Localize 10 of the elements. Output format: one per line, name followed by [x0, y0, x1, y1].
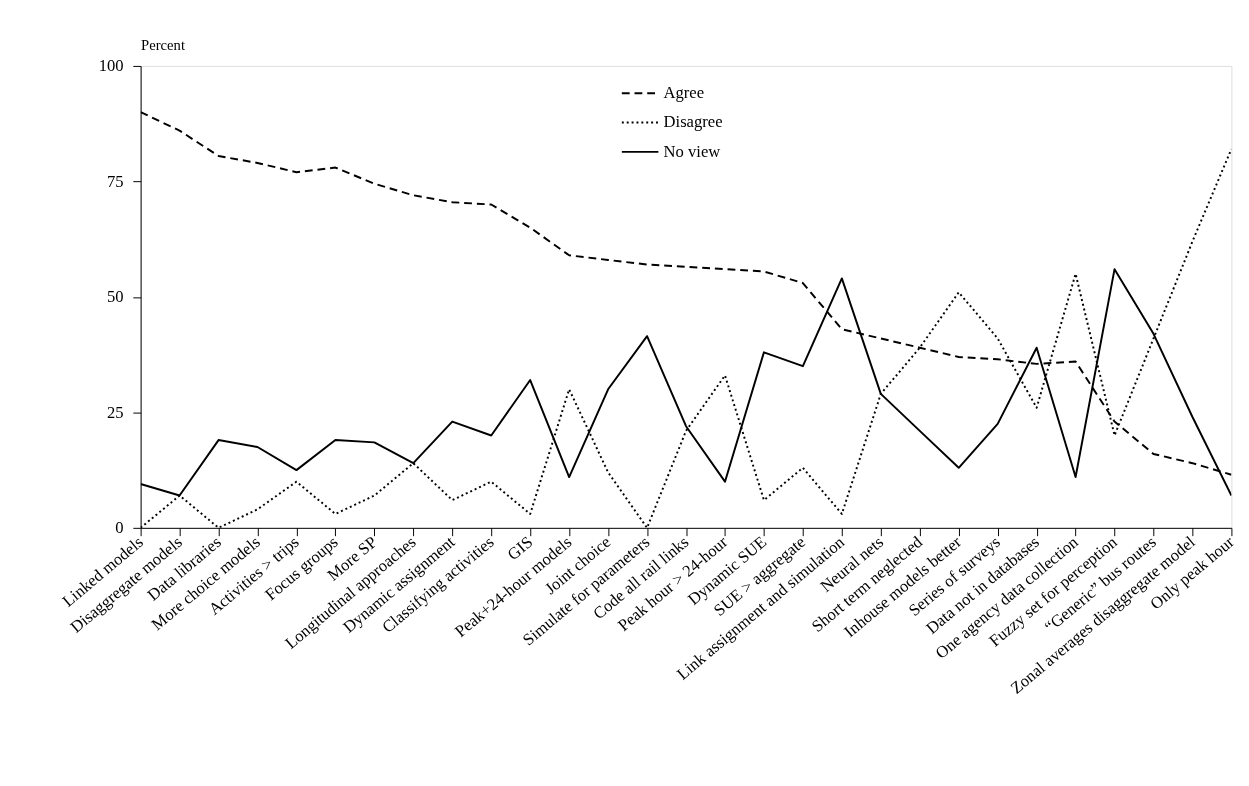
legend-label: Disagree [663, 112, 723, 132]
legend-label: No view [663, 141, 721, 161]
y-tick-label: 0 [115, 518, 124, 538]
x-tick-label: GIS [503, 532, 537, 565]
y-tick-label: 75 [106, 171, 124, 191]
y-tick-label: 25 [106, 402, 124, 422]
y-tick-label: 50 [106, 287, 124, 307]
legend-label: Agree [663, 83, 705, 103]
y-axis-title: Percent [141, 36, 185, 53]
y-tick-label: 100 [98, 56, 124, 76]
